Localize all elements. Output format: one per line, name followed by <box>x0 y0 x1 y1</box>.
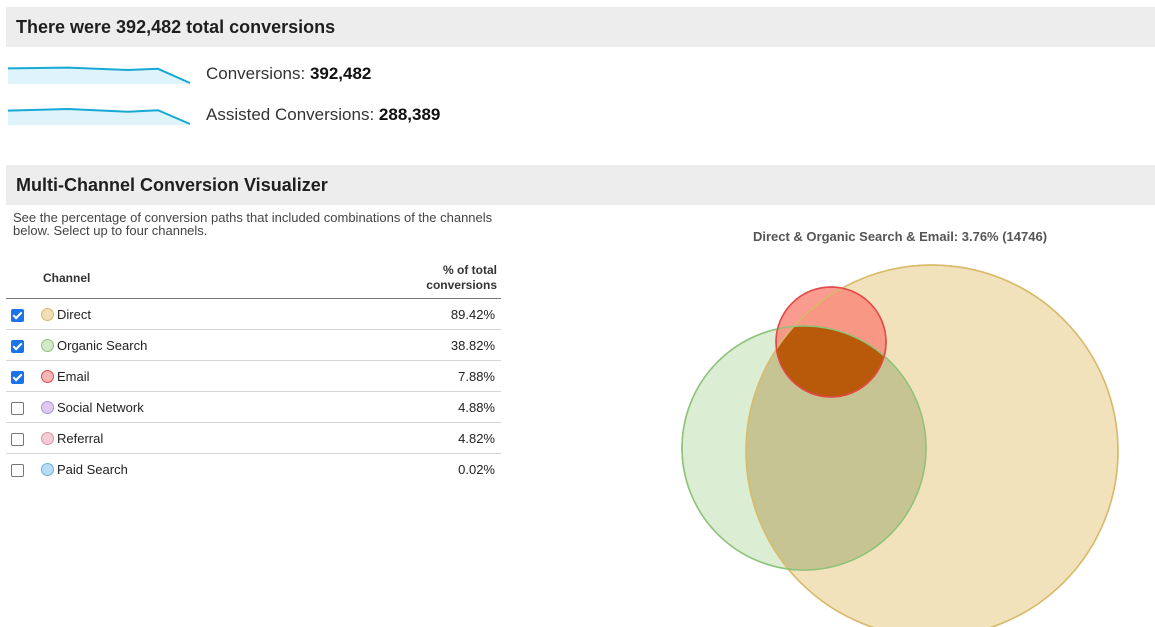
sparkline-line <box>8 66 191 84</box>
checkbox-social-network[interactable] <box>11 401 24 415</box>
metric-value: 288,389 <box>378 105 441 124</box>
checkbox-organic-search[interactable] <box>11 339 24 353</box>
metric-label: Assisted Conversions: <box>206 105 379 124</box>
channel-color-dot <box>41 370 54 384</box>
assisted-conversions-sparkline <box>8 107 191 125</box>
channel-color-dot <box>41 401 54 415</box>
venn-overlap-direct-organic <box>746 326 926 570</box>
channel-color-dot <box>41 339 54 353</box>
venn-outline <box>745 264 1119 627</box>
channel-name: Direct <box>57 307 91 323</box>
column-header-pct: % of total conversions <box>297 258 501 299</box>
channel-name: Email <box>57 369 90 385</box>
channel-color-dot <box>41 432 54 446</box>
venn-title: Direct & Organic Search & Email: 3.76% (… <box>752 229 1048 244</box>
venn-outline <box>681 325 927 571</box>
column-header-channel: Channel <box>41 258 298 299</box>
visualizer-description: See the percentage of conversion paths t… <box>13 210 493 238</box>
metric-label: Conversions: <box>206 64 310 83</box>
table-row[interactable]: Organic Search 38.82% <box>6 329 501 361</box>
table-row[interactable]: Direct 89.42% <box>6 298 501 330</box>
table-row[interactable]: Email 7.88% <box>6 360 501 392</box>
summary-header: There were 392,482 total conversions <box>6 7 1155 47</box>
table-row[interactable]: Social Network 4.88% <box>6 391 501 423</box>
channel-name: Paid Search <box>57 462 128 478</box>
conversions-sparkline <box>8 66 191 84</box>
checkbox-direct[interactable] <box>11 308 24 322</box>
channel-pct: 4.88% <box>297 391 501 423</box>
metric-conversions: Conversions: 392,482 <box>8 59 371 89</box>
channel-pct: 7.88% <box>297 360 501 392</box>
channel-color-dot <box>41 308 54 322</box>
checkbox-email[interactable] <box>11 370 24 384</box>
metric-assisted-conversions: Assisted Conversions: 288,389 <box>8 100 440 130</box>
channel-pct: 89.42% <box>297 298 501 330</box>
channel-pct: 4.82% <box>297 422 501 454</box>
sparkline-area <box>8 67 190 84</box>
checkbox-referral[interactable] <box>11 432 24 446</box>
metric-value: 392,482 <box>309 64 372 83</box>
venn-outline <box>775 286 887 398</box>
channel-color-dot <box>41 463 54 477</box>
channel-pct: 38.82% <box>297 329 501 361</box>
visualizer-header: Multi-Channel Conversion Visualizer <box>6 165 1155 205</box>
venn-intersection-direct-organic-email[interactable] <box>776 287 886 397</box>
channel-table: Channel % of total conversions Direct 89.… <box>6 258 501 484</box>
channel-name: Referral <box>57 431 104 447</box>
channel-name: Social Network <box>57 400 144 416</box>
channel-name: Organic Search <box>57 338 148 354</box>
sparkline-line <box>8 107 191 125</box>
table-row[interactable]: Paid Search 0.02% <box>6 454 501 485</box>
checkbox-paid-search[interactable] <box>11 463 24 477</box>
channel-pct: 0.02% <box>458 461 495 477</box>
table-header-row: Channel % of total conversions <box>6 258 501 299</box>
venn-diagram <box>681 264 1119 627</box>
table-row[interactable]: Referral 4.82% <box>6 422 501 454</box>
sparkline-area <box>8 109 190 125</box>
